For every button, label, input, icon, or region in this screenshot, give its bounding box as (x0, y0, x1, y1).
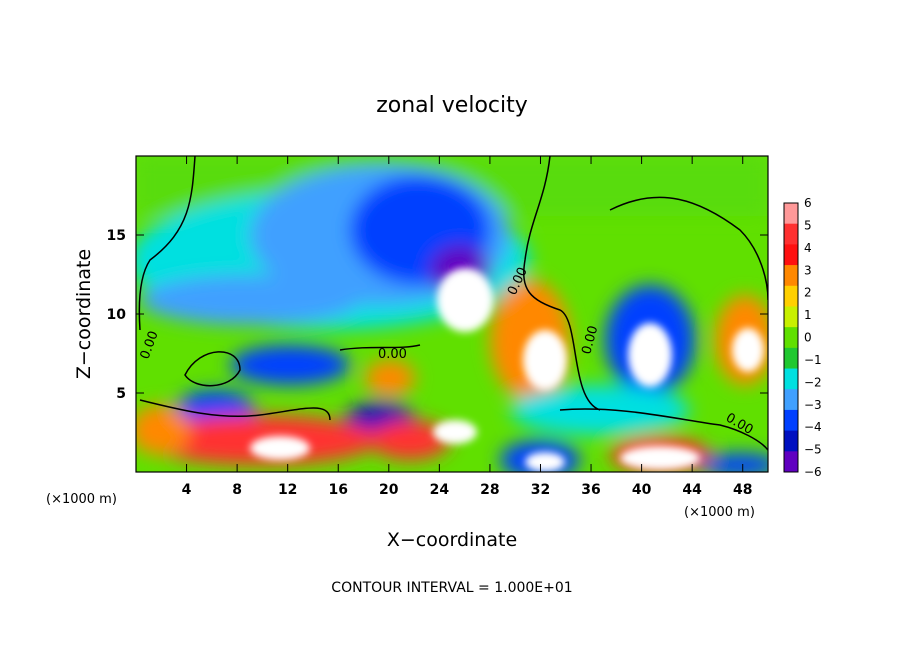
colorbar-swatch (784, 285, 798, 307)
x-tick-label: 24 (430, 482, 450, 498)
colorbar-label: 5 (804, 218, 812, 232)
x-axis-title: X−coordinate (387, 529, 517, 551)
colorbar-swatch (784, 244, 798, 266)
x-tick-label: 20 (379, 482, 399, 498)
colorbar-label: 3 (804, 263, 812, 277)
colorbar-label: −3 (804, 398, 822, 412)
contour-label: 0.00 (378, 347, 407, 362)
colorbar-swatch (784, 223, 798, 245)
x-tick-label: 48 (733, 482, 752, 498)
velocity-field (136, 156, 768, 472)
colorbar-swatch (784, 389, 798, 411)
x-tick-label: 12 (278, 482, 297, 498)
colorbar-label: 6 (804, 196, 812, 210)
x-tick-label: 8 (232, 482, 242, 498)
colorbar-label: 0 (804, 331, 812, 345)
colorbar-swatch (784, 368, 798, 390)
x-tick-label: 32 (531, 482, 550, 498)
x-unit-right: (×1000 m) (684, 505, 755, 520)
colorbar: 6 5 4 3 2 1 0 −1 −2 −3 −4 −5 −6 (783, 196, 822, 479)
colorbar-label: −5 (804, 443, 822, 457)
y-tick-label: 15 (107, 228, 126, 244)
colorbar-swatch (784, 347, 798, 370)
colorbar-swatch (784, 203, 798, 225)
colorbar-label: −6 (804, 465, 822, 479)
x-unit-left: (×1000 m) (46, 492, 117, 507)
x-tick-label: 44 (682, 482, 702, 498)
colorbar-frame (783, 202, 799, 473)
colorbar-label: 2 (804, 286, 812, 300)
x-tick-label: 16 (328, 482, 347, 498)
x-tick-label: 40 (632, 482, 652, 498)
contour-label: 0.00 (579, 324, 601, 356)
colorbar-label: 1 (804, 308, 812, 322)
x-tick-label: 36 (581, 482, 600, 498)
colorbar-swatch (784, 430, 798, 452)
y-tick-label: 10 (107, 307, 127, 323)
colorbar-swatch (784, 451, 798, 473)
colorbar-swatch (784, 265, 798, 287)
colorbar-label: 4 (804, 241, 812, 255)
chart-title: zonal velocity (376, 93, 528, 118)
y-axis-title: Z−coordinate (73, 249, 95, 379)
colorbar-swatch (784, 327, 798, 349)
y-tick-label: 5 (116, 386, 126, 402)
colorbar-label: −1 (804, 353, 822, 367)
x-axis: 4 8 12 16 20 24 28 32 36 40 44 48 (182, 156, 752, 498)
colorbar-label: −2 (804, 375, 822, 389)
colorbar-swatch (784, 409, 798, 432)
colorbar-label: −4 (804, 420, 822, 434)
y-axis: 5 10 15 (107, 228, 768, 402)
contour-interval-note: CONTOUR INTERVAL = 1.000E+01 (331, 580, 572, 596)
colorbar-swatch (784, 306, 798, 328)
x-tick-label: 4 (182, 482, 192, 498)
x-tick-label: 28 (480, 482, 499, 498)
zero-contours (138, 156, 768, 451)
